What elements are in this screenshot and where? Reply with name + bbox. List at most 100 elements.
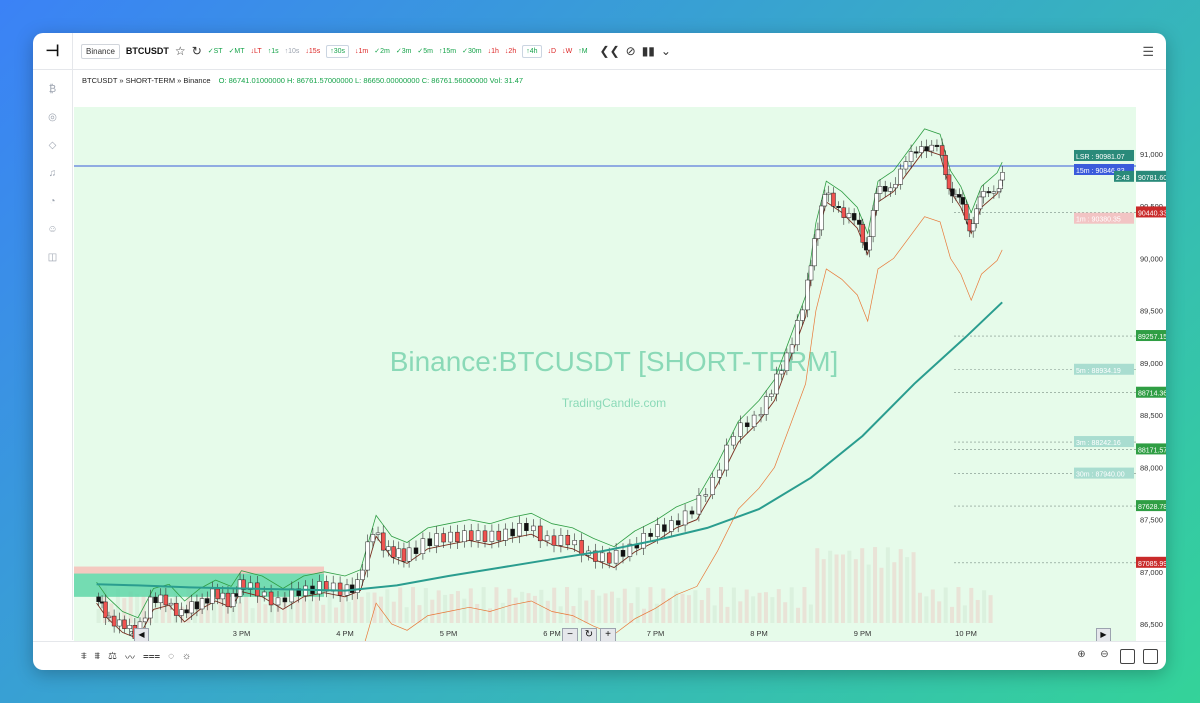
candle-body [241,579,246,590]
bell-icon[interactable]: ♫ [48,168,57,179]
volume-bar [629,603,634,623]
volume-bar [642,608,647,623]
candle-body [189,601,194,614]
upper-envelope-line [96,128,1003,619]
price-label: 3m : 88242.16 [1076,440,1121,447]
timeframe-7[interactable]: ↓1m [355,47,369,55]
timeframe-15[interactable]: ↑4h [522,44,542,58]
candle-body [794,320,800,346]
candle-body [914,151,919,154]
reset-zoom-button[interactable]: ↻ [581,628,597,642]
app-logo-icon[interactable]: ⊣ [33,33,73,70]
candle-body [565,535,571,546]
star-icon[interactable]: ☆ [174,44,186,58]
zoom-in-icon[interactable]: ⊕ [1077,649,1086,660]
candle-body [893,184,898,189]
price-label-bg [1114,170,1134,182]
price-label: 87628.78000000 [1138,504,1166,511]
bulb-icon[interactable]: ☼ [182,650,192,662]
volume-bar [160,587,165,623]
timeframe-9[interactable]: ✓3m [395,48,412,55]
compass-icon[interactable]: ◎ [48,112,57,123]
candle-body [655,524,660,537]
candle-body [641,533,646,549]
timeframe-12[interactable]: ✓30m [462,48,482,55]
exchange-selector[interactable]: Binance [81,43,120,59]
volume-bar [289,594,294,623]
timeframe-4[interactable]: ↑10s [284,47,300,55]
wave-icon[interactable]: 〰 [124,652,135,664]
timeframe-14[interactable]: ↓2h [504,47,517,55]
bitcoin-icon[interactable]: ₿ [48,84,57,95]
refresh-icon[interactable]: ↻ [191,44,202,58]
volume-bar [565,587,570,623]
price-label: 30m : 87940.00 [1076,472,1125,479]
scroll-right-button[interactable]: ▶ [1096,628,1111,642]
levels-icon[interactable]: ⩶ [142,650,161,662]
timeframe-2[interactable]: ↓LT [250,47,262,55]
volume-bar [430,599,435,623]
zoom-out-icon[interactable]: ⊖ [1100,649,1109,660]
timeframe-6[interactable]: ↑30s [326,44,349,58]
zoom-in-button[interactable]: + [600,628,616,642]
candle-body [613,550,619,564]
volume-bar [622,588,627,623]
candle-body [986,191,991,194]
check-circle-icon[interactable]: ⊘ [625,44,636,58]
alert-icon[interactable]: ◔ [49,196,56,207]
chevron-down-icon[interactable]: ⌄ [660,44,671,58]
candle-body [158,594,163,604]
fib-icon[interactable]: ⩩ [94,650,100,662]
candle-body [220,592,226,600]
hamburger-menu-icon[interactable]: ☰ [1142,44,1154,59]
diamond-icon[interactable]: ◇ [48,140,57,151]
volume-bar [385,589,390,623]
volume-bar [873,547,878,623]
candle-body [282,597,288,603]
circle-icon[interactable]: ◌ [168,650,175,662]
layout-split-icon[interactable] [1143,649,1158,664]
candle-body [370,534,376,543]
timeframe-17[interactable]: ↓W [562,47,573,55]
candle-body [406,547,412,562]
trend-lines-icon[interactable]: ⩨ [81,650,87,662]
symbol-label[interactable]: BTCUSDT [125,46,169,56]
volume-bar [885,547,890,623]
timeframe-16[interactable]: ↓D [547,47,557,55]
candle-body [898,168,903,185]
timeframe-1[interactable]: ✓MT [228,48,245,55]
volume-bar [796,607,801,623]
zoom-out-button[interactable]: − [562,628,578,642]
volume-bar [327,587,332,623]
candle-body [496,530,502,541]
layout-single-icon[interactable] [1120,649,1135,664]
price-label-bg [1136,443,1166,455]
price-chart[interactable]: Binance:BTCUSDT [SHORT-TERM] TradingCandl… [74,71,1166,670]
collapse-icon[interactable]: ❮❮ [599,44,620,58]
mouse-icon[interactable]: ◫ [47,252,58,263]
timeframe-18[interactable]: ↑M [578,47,588,55]
volume-bar [744,589,749,623]
timeframe-13[interactable]: ↓1h [487,47,499,55]
timeframe-5[interactable]: ↓15s [305,47,321,55]
chart-area[interactable]: Binance:BTCUSDT [SHORT-TERM] TradingCandl… [74,71,1166,670]
timeframe-11[interactable]: ↑15m [439,47,457,55]
volume-bar [237,602,242,623]
volume-bar [295,594,300,623]
volume-bar [308,599,313,623]
volume-bar [879,567,884,623]
candle-body [475,530,481,541]
user-icon[interactable]: ☺ [47,224,58,235]
timeframe-10[interactable]: ✓5m [417,48,434,55]
timeframe-0[interactable]: ✓ST [207,48,223,55]
timeframe-3[interactable]: ↑1s [267,47,279,55]
scroll-left-button[interactable]: ◀ [134,628,149,642]
candle-body [774,373,779,395]
volume-bar [269,588,274,623]
timeframe-8[interactable]: ✓2m [374,48,390,55]
volume-bar [488,608,493,623]
volume-bar [905,557,910,623]
candle-type-icon[interactable]: ▮▮ [641,44,655,58]
volume-bar [866,564,871,623]
scale-icon[interactable]: ⚖ [107,650,117,662]
